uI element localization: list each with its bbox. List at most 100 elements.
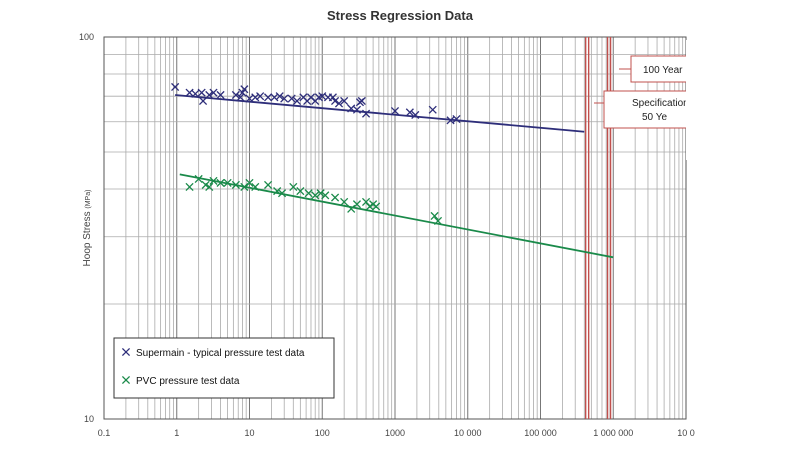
marker-stroke bbox=[311, 191, 320, 200]
supermain-data-point bbox=[331, 96, 340, 106]
pvc-data-point bbox=[194, 174, 203, 184]
marker-stroke bbox=[256, 92, 265, 101]
marker-stroke bbox=[452, 114, 461, 124]
pvc-data-point bbox=[347, 204, 356, 213]
supermain-data-point bbox=[334, 99, 344, 108]
x-tick-label: 1000 bbox=[385, 428, 405, 438]
supermain-data-point bbox=[264, 93, 273, 102]
supermain-data-point bbox=[361, 109, 371, 118]
supermain-data-point bbox=[428, 105, 437, 114]
supermain-data-point bbox=[275, 92, 284, 101]
pvc-data-point bbox=[304, 189, 313, 198]
chart-title: Stress Regression Data bbox=[327, 8, 474, 23]
supermain-data-point bbox=[209, 88, 218, 97]
supermain-data-point bbox=[280, 94, 289, 103]
supermain-data-point bbox=[251, 93, 260, 102]
supermain-data-point bbox=[452, 114, 461, 124]
marker-stroke bbox=[223, 178, 232, 187]
pvc-data-point bbox=[185, 182, 194, 192]
marker-stroke bbox=[321, 191, 330, 200]
pvc-data-point bbox=[331, 193, 340, 202]
annotation-100-year-text: 100 Year bbox=[643, 65, 683, 76]
legend-box bbox=[113, 337, 335, 399]
marker-stroke bbox=[347, 204, 356, 213]
right-clip-mask bbox=[686, 40, 800, 160]
marker-stroke bbox=[390, 106, 400, 116]
pvc-data-point bbox=[240, 182, 249, 192]
pvc-data-point bbox=[433, 216, 443, 225]
pvc-data-point bbox=[273, 187, 282, 196]
marker-stroke bbox=[277, 189, 287, 198]
marker-stroke bbox=[289, 182, 298, 192]
y-axis-ticks: 10 100 bbox=[79, 32, 94, 424]
trendline bbox=[179, 173, 614, 259]
pvc-data-point bbox=[231, 180, 240, 189]
pvc-data-point bbox=[352, 200, 362, 209]
supermain-data-point bbox=[446, 116, 455, 125]
supermain-data-point bbox=[352, 105, 362, 114]
pvc-data-point bbox=[372, 202, 381, 211]
marker-stroke bbox=[446, 116, 455, 125]
marker-stroke bbox=[296, 187, 305, 196]
marker-stroke bbox=[299, 93, 308, 102]
pvc-data-point bbox=[340, 197, 349, 207]
marker-stroke bbox=[357, 96, 366, 106]
legend-marker-pvc bbox=[121, 375, 131, 385]
pvc-data-point bbox=[209, 176, 218, 185]
marker-stroke bbox=[191, 89, 200, 98]
marker-stroke bbox=[209, 176, 218, 185]
pvc-data-point bbox=[216, 178, 225, 187]
supermain-data-point bbox=[405, 108, 414, 117]
supermain-data-point bbox=[292, 96, 302, 106]
marker-stroke bbox=[287, 94, 296, 103]
marker-stroke bbox=[372, 202, 381, 211]
y-axis-label-text: Hoop Stress bbox=[82, 211, 93, 266]
marker-stroke bbox=[251, 93, 260, 102]
marker-stroke bbox=[231, 90, 240, 100]
marker-stroke bbox=[430, 211, 439, 221]
supermain-data-point bbox=[390, 106, 400, 116]
marker-stroke bbox=[251, 182, 260, 192]
marker-stroke bbox=[205, 182, 214, 192]
marker-stroke bbox=[273, 187, 282, 196]
marker-stroke bbox=[121, 375, 131, 385]
marker-stroke bbox=[121, 347, 131, 357]
pvc-data-point bbox=[264, 180, 273, 189]
supermain-data-point bbox=[231, 90, 240, 100]
y-tick-label: 100 bbox=[79, 32, 94, 42]
pvc-data-point bbox=[296, 187, 305, 196]
marker-stroke bbox=[236, 93, 245, 102]
supermain-data-point bbox=[287, 94, 296, 103]
marker-stroke bbox=[231, 180, 240, 189]
x-tick-label: 0.1 bbox=[98, 428, 111, 438]
pvc-data-point bbox=[316, 189, 325, 198]
supermain-data-point bbox=[270, 93, 279, 102]
supermain-data-point bbox=[171, 82, 180, 92]
marker-stroke bbox=[340, 197, 349, 207]
trendlines bbox=[175, 94, 614, 259]
y-axis-label: Hoop Stress (MPa) bbox=[82, 190, 93, 267]
pvc-data-point bbox=[311, 191, 320, 200]
annotation-specification: Specification 50 Ye bbox=[594, 90, 700, 129]
supermain-data-point bbox=[199, 96, 208, 106]
marker-stroke bbox=[405, 108, 414, 117]
marker-stroke bbox=[352, 105, 362, 114]
marker-stroke bbox=[209, 88, 218, 97]
supermain-data-point bbox=[205, 90, 214, 100]
marker-stroke bbox=[216, 178, 225, 187]
marker-stroke bbox=[264, 180, 273, 189]
marker-stroke bbox=[316, 189, 325, 198]
supermain-data-point bbox=[197, 88, 206, 97]
marker-stroke bbox=[433, 216, 443, 225]
pvc-data-point bbox=[289, 182, 298, 192]
x-axis-ticks: 0.1 1 10 100 1000 10 000 100 000 1 000 000 10 0 bbox=[98, 428, 695, 438]
supermain-data-point bbox=[256, 92, 265, 101]
marker-stroke bbox=[240, 85, 249, 94]
marker-stroke bbox=[292, 96, 302, 106]
marker-stroke bbox=[328, 93, 337, 102]
pvc-data-point bbox=[223, 178, 232, 187]
x-tick-label: 10 000 bbox=[454, 428, 482, 438]
marker-stroke bbox=[194, 174, 203, 184]
supermain-data-point bbox=[328, 93, 337, 102]
